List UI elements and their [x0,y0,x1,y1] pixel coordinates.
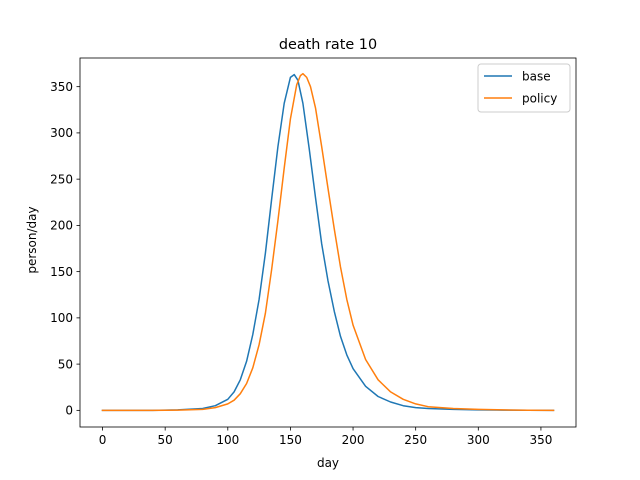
series-line-base [101,73,555,412]
series-line-policy [101,72,555,412]
x-tick-label: 250 [404,433,427,447]
x-tick-label: 150 [279,433,302,447]
y-tick-label: 300 [50,126,73,140]
x-tick-label: 0 [99,433,107,447]
y-tick-label: 100 [50,311,73,325]
chart-title: death rate 10 [279,37,377,53]
x-tick-label: 100 [216,433,239,447]
x-tick-label: 50 [158,433,173,447]
legend-label-policy: policy [522,91,557,105]
y-axis-label: person/day [25,206,39,273]
axes-frame [79,57,577,428]
x-axis-label: day [317,456,339,470]
legend: base policy [477,63,571,113]
x-tick-label: 200 [342,433,365,447]
y-tick-label: 250 [50,172,73,186]
y-tick-label: 150 [50,265,73,279]
y-tick-label: 50 [58,357,73,371]
y-axis-ticks: 0 50 100 150 200 250 300 350 [50,80,80,418]
y-tick-label: 200 [50,219,73,233]
legend-label-base: base [522,69,551,83]
y-tick-label: 0 [65,404,73,418]
x-axis-ticks: 0 50 100 150 200 250 300 350 [99,427,552,447]
y-tick-label: 350 [50,80,73,94]
plot-area: 0 50 100 150 200 250 300 350 0 50 100 150 200 250 300… [50,57,577,447]
x-tick-label: 300 [467,433,490,447]
x-tick-label: 350 [529,433,552,447]
series-layer [101,72,555,412]
